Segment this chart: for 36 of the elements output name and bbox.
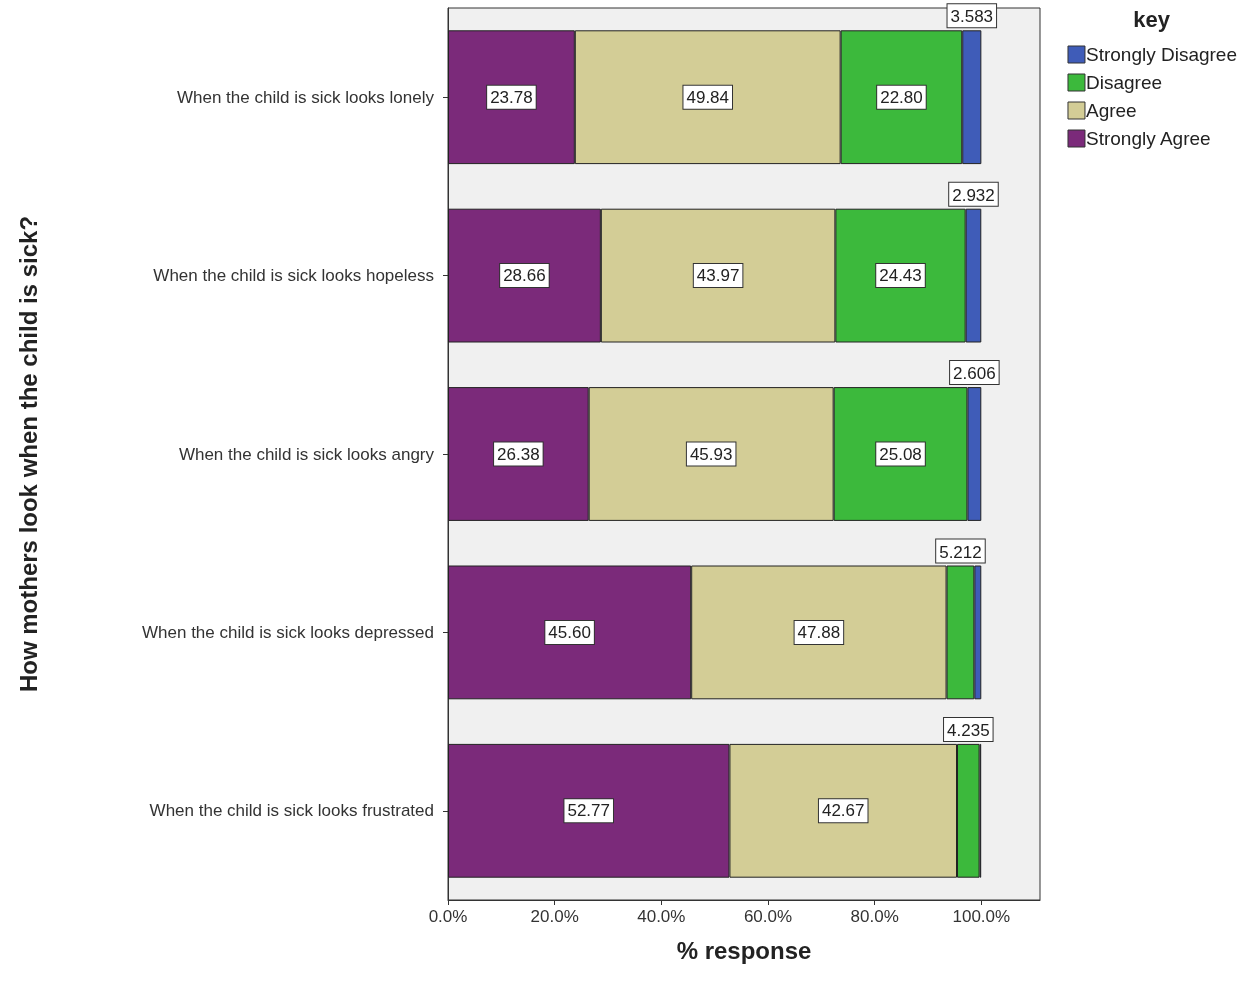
data-label: 25.08: [879, 444, 922, 464]
data-label: 26.38: [497, 444, 540, 464]
y-axis-title: How mothers look when the child is sick?: [14, 215, 42, 693]
legend-label: Agree: [1085, 100, 1137, 121]
data-label: 42.67: [821, 801, 865, 821]
data-label: 2.606: [953, 364, 996, 384]
data-label: 28.66: [503, 266, 546, 286]
x-axis-title: % response: [676, 936, 812, 964]
y-tick-label: When the child is sick looks hopeless: [153, 266, 434, 286]
legend-label: Strongly Agree: [1085, 128, 1211, 149]
data-label: 43.97: [696, 266, 740, 286]
data-label: 2.932: [952, 185, 995, 205]
y-tick-label: When the child is sick looks depressed: [142, 622, 434, 642]
data-label: 52.77: [567, 801, 610, 821]
legend-label: Disagree: [1085, 72, 1163, 93]
y-tick-label: When the child is sick looks lonely: [176, 87, 435, 107]
y-tick-label: When the child is sick looks angry: [178, 444, 435, 464]
x-tick-label: 0.0%: [428, 907, 468, 926]
data-label: 47.88: [797, 622, 841, 642]
legend-label: Strongly Disagree: [1085, 44, 1238, 65]
x-tick-label: 60.0%: [743, 907, 793, 926]
data-label: 24.43: [879, 266, 922, 286]
data-label: 49.84: [686, 87, 730, 107]
data-label: 3.583: [950, 7, 994, 27]
x-tick-label: 80.0%: [850, 907, 899, 926]
data-label: 23.78: [490, 87, 533, 107]
data-label: 45.93: [689, 444, 733, 464]
data-label: 22.80: [880, 87, 923, 107]
legend-title: key: [1133, 6, 1171, 32]
y-tick-label: When the child is sick looks frustrated: [149, 801, 434, 821]
x-tick-label: 100.0%: [952, 907, 1011, 926]
x-tick-label: 20.0%: [530, 907, 579, 926]
x-tick-label: 40.0%: [637, 907, 686, 926]
data-label: 4.235: [947, 720, 990, 740]
data-label: 45.60: [548, 622, 591, 642]
data-label: 5.212: [939, 542, 982, 562]
